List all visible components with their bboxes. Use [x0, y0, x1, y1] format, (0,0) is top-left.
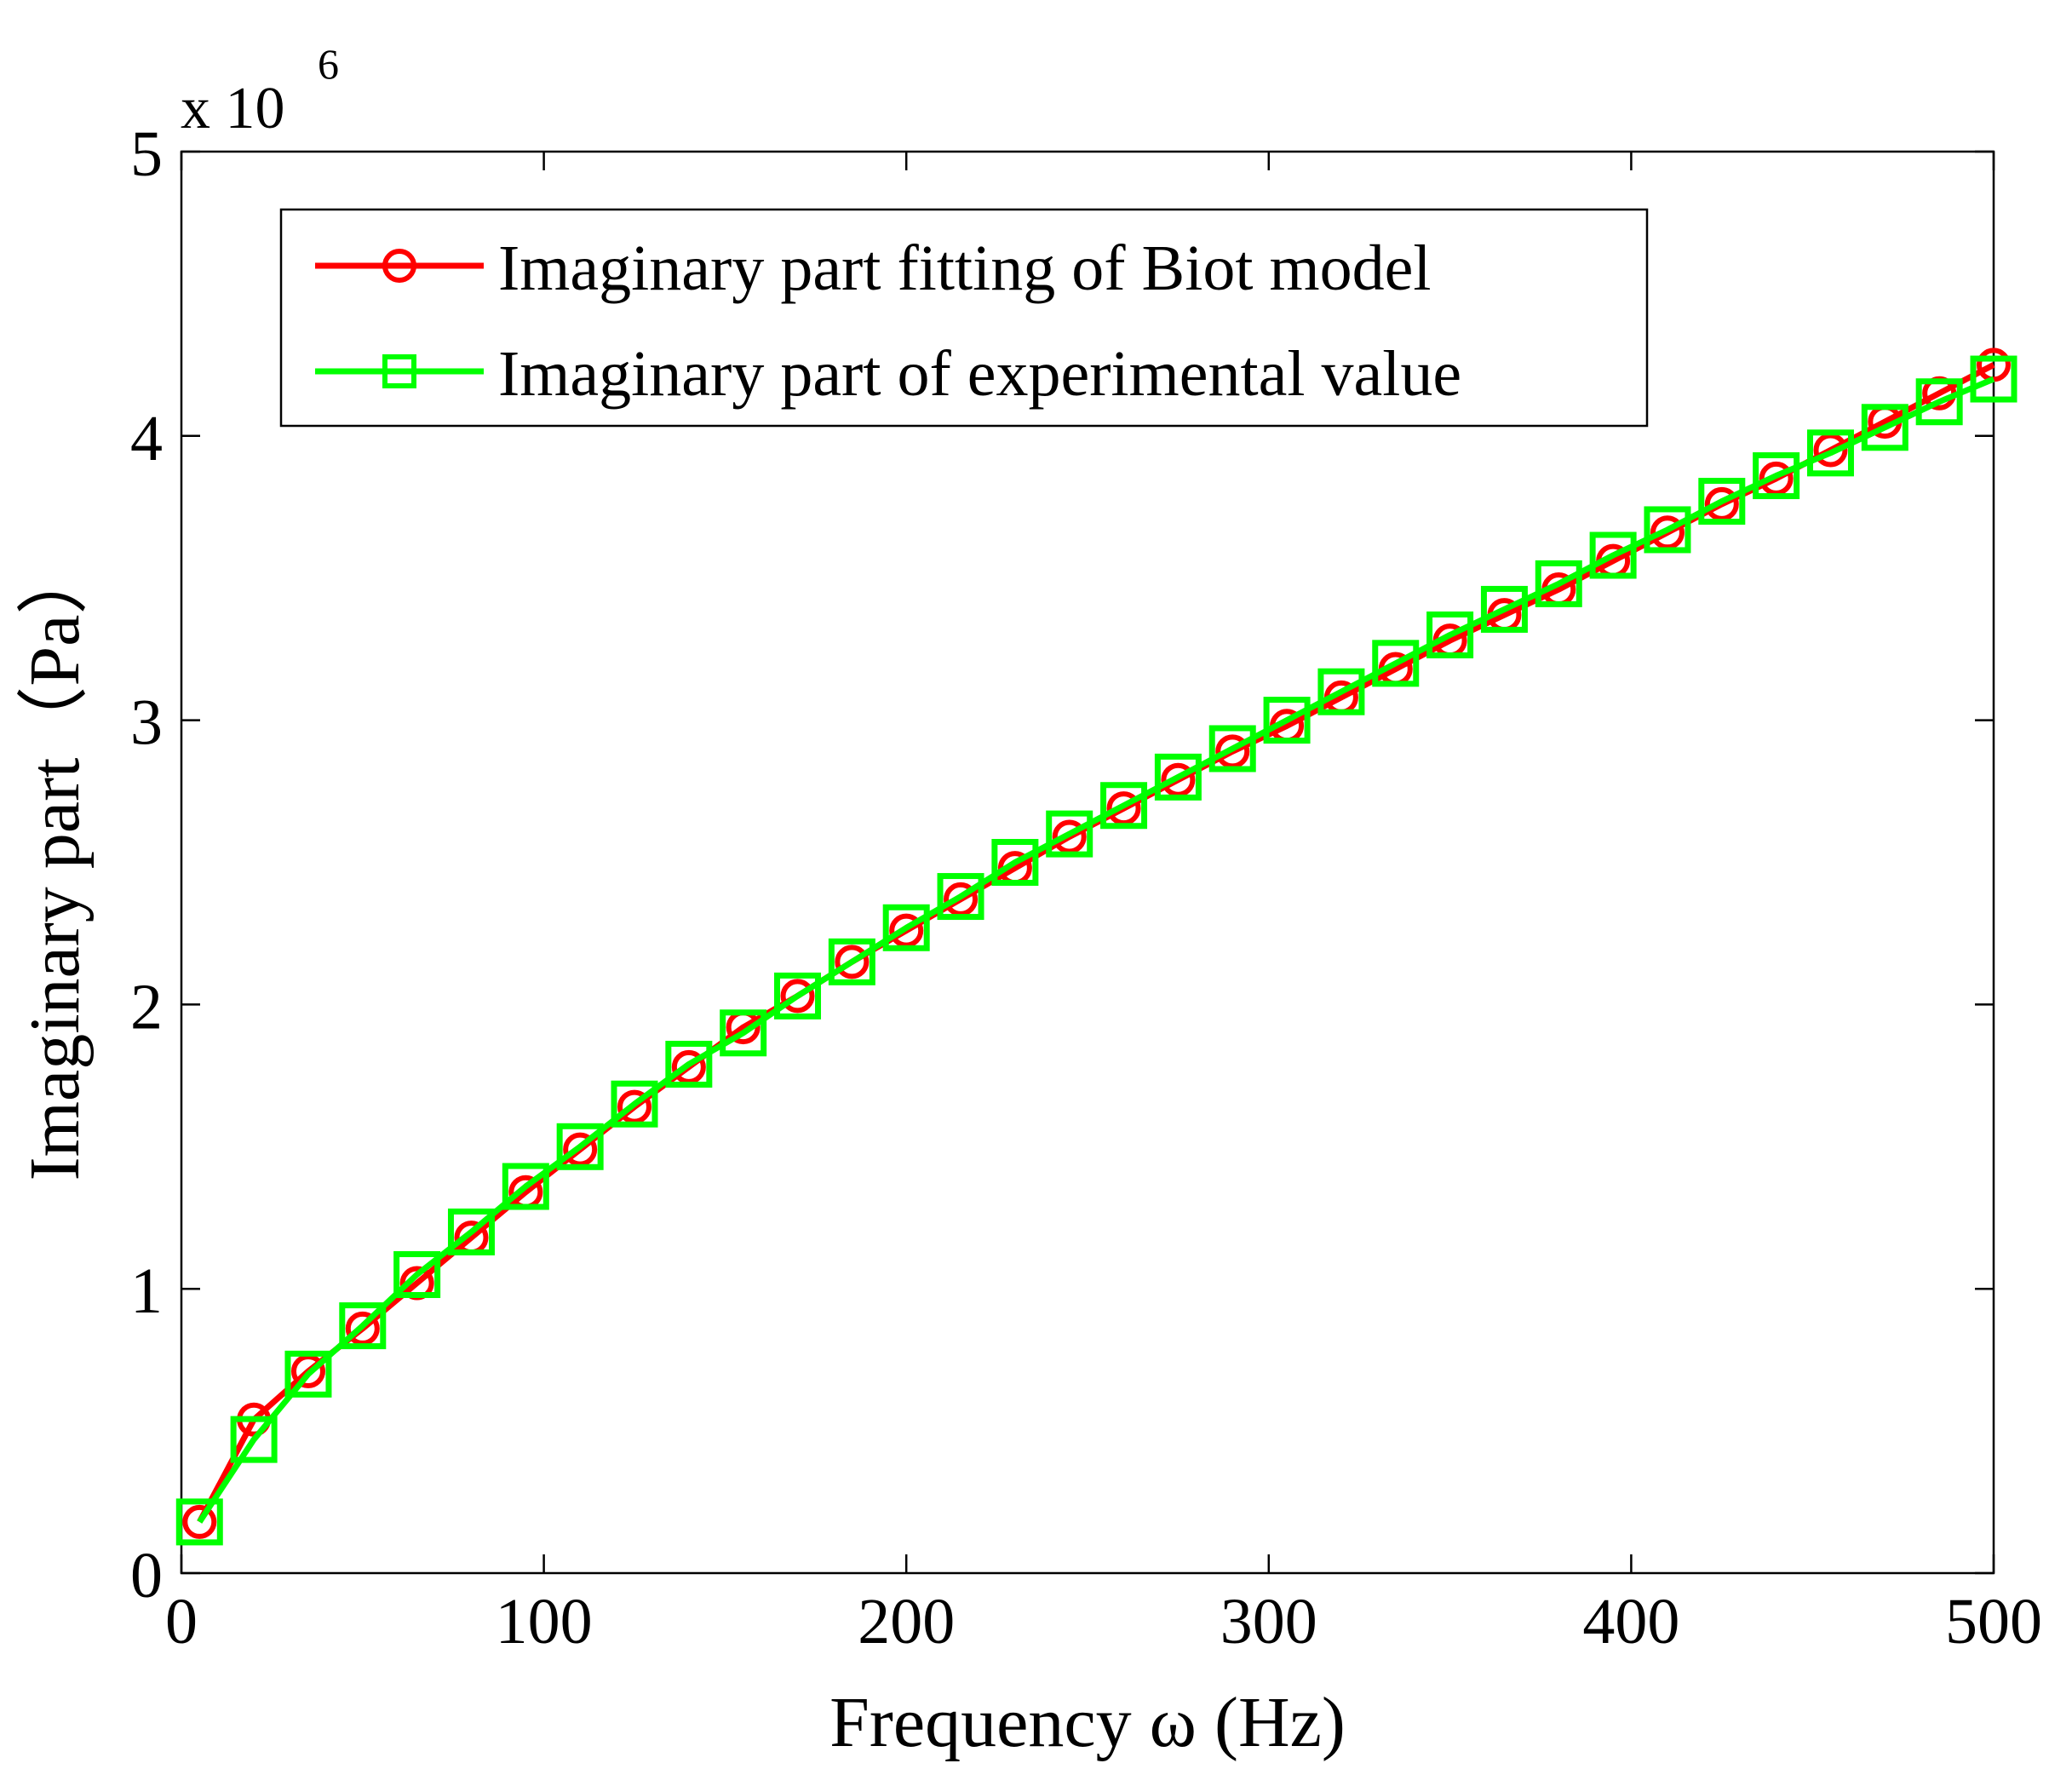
data-point-experimental	[339, 1302, 387, 1350]
data-point-experimental	[1317, 668, 1365, 715]
data-point-experimental	[774, 972, 822, 1019]
data-point-biot-model	[1052, 819, 1087, 854]
data-point-experimental	[1208, 725, 1256, 773]
y-tick-label: 2	[130, 971, 163, 1042]
data-point-experimental	[1154, 753, 1202, 801]
y-multiplier-base: x 10	[181, 76, 285, 141]
data-point-experimental	[393, 1251, 441, 1299]
x-axis-label: Frequency ω (Hz)	[829, 1683, 1346, 1762]
legend-marker-circle	[382, 249, 416, 283]
y-tick-label: 3	[130, 687, 163, 759]
data-point-biot-model	[1759, 461, 1794, 496]
data-point-experimental	[1753, 452, 1800, 500]
y-tick-label: 0	[130, 1540, 163, 1611]
y-tick-label: 5	[130, 118, 163, 190]
data-point-biot-model	[345, 1311, 380, 1346]
y-multiplier-exponent: 6	[318, 40, 339, 88]
y-axis-label: Imaginary part（Pa）	[15, 543, 95, 1181]
x-tick-label: 100	[496, 1586, 593, 1657]
data-point-biot-model	[944, 882, 979, 916]
data-point-biot-model	[290, 1354, 325, 1389]
data-point-experimental	[1100, 782, 1148, 830]
plot-area-frame	[180, 150, 1995, 1575]
data-point-biot-model	[1215, 734, 1250, 769]
data-point-experimental	[1915, 378, 1963, 426]
x-tick-label: 300	[1220, 1586, 1317, 1657]
data-point-biot-model	[563, 1132, 598, 1167]
data-point-biot-model	[1813, 433, 1848, 468]
data-point-biot-model	[1106, 791, 1141, 826]
data-point-experimental	[447, 1208, 495, 1255]
data-point-experimental	[665, 1040, 713, 1088]
x-tick-label: 400	[1582, 1586, 1679, 1657]
axis-tick-labels: 0 100 200 300 400 500 0 1 2 3 4 5	[130, 118, 2042, 1657]
data-point-experimental	[1861, 404, 1908, 451]
axis-ticks	[180, 150, 1995, 1575]
x-tick-label: 200	[858, 1586, 955, 1657]
data-point-biot-model	[617, 1089, 651, 1124]
data-point-biot-model	[1650, 515, 1685, 550]
data-point-experimental	[1644, 506, 1691, 554]
data-point-biot-model	[182, 1504, 217, 1539]
data-point-biot-model	[1161, 762, 1196, 797]
data-point-experimental	[1480, 585, 1528, 633]
y-tick-label: 1	[130, 1255, 163, 1327]
series-experimental	[175, 355, 2017, 1546]
legend-box	[279, 208, 1649, 428]
legend-label-experimental: Imaginary part of experimental value	[498, 338, 1461, 410]
data-point-experimental	[502, 1163, 549, 1210]
data-point-experimental	[1372, 640, 1420, 687]
data-point-experimental	[1589, 531, 1637, 579]
data-point-experimental	[1535, 560, 1582, 607]
data-point-experimental	[556, 1123, 604, 1170]
series-layer	[175, 347, 2017, 1546]
data-point-experimental	[937, 873, 984, 921]
data-point-experimental	[1426, 611, 1474, 658]
y-tick-label: 4	[130, 403, 163, 474]
data-point-experimental	[991, 839, 1039, 886]
data-point-biot-model	[889, 913, 924, 948]
data-point-experimental	[1806, 429, 1854, 477]
data-point-experimental	[1970, 355, 2017, 403]
data-point-experimental	[1698, 478, 1746, 526]
data-point-experimental	[720, 1009, 767, 1057]
data-point-experimental	[1263, 697, 1311, 744]
series-line-experimental	[197, 376, 1995, 1524]
data-point-experimental	[1046, 810, 1093, 858]
data-point-experimental	[882, 904, 930, 951]
data-point-biot-model	[780, 979, 815, 1014]
data-point-experimental	[230, 1416, 278, 1463]
data-point-experimental	[284, 1350, 332, 1398]
data-point-experimental	[175, 1498, 223, 1546]
data-point-biot-model	[1704, 486, 1739, 521]
x-tick-label: 500	[1945, 1586, 2042, 1657]
x-tick-label: 0	[165, 1586, 198, 1657]
data-point-experimental	[611, 1080, 658, 1128]
data-point-biot-model	[671, 1049, 706, 1084]
legend-marker-square	[382, 354, 416, 388]
legend: Imaginary part fitting of Biot model Ima…	[279, 208, 1649, 428]
data-point-biot-model	[835, 945, 870, 979]
data-point-experimental	[828, 938, 875, 985]
legend-label-biot-model: Imaginary part fitting of Biot model	[498, 233, 1431, 304]
